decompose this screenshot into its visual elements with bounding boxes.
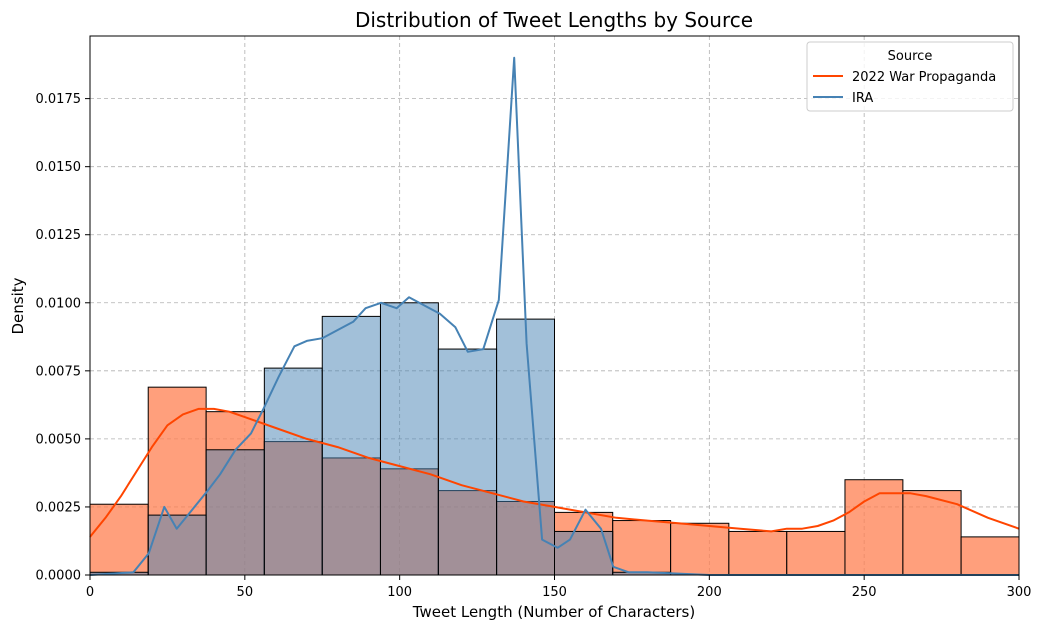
x-tick-label-4: 200 [697, 585, 722, 600]
legend-title: Source [888, 49, 933, 64]
y-tick-label-2: 0.0050 [36, 432, 82, 447]
y-tick-label-6: 0.0150 [36, 160, 82, 175]
bar-war-propaganda-11 [728, 530, 788, 576]
bars-series-1 [89, 302, 672, 576]
kde-lines [89, 56, 1020, 576]
legend: Source 2022 War Propaganda IRA [806, 41, 1014, 112]
y-tick-label-7: 0.0175 [36, 92, 82, 107]
legend-box [806, 41, 1014, 112]
y-axis-ticks: 0.0000 0.0025 0.0050 0.0075 0.0100 0.0125 0.01… [36, 92, 90, 584]
bar-ira-6 [437, 348, 498, 576]
x-axis-label: Tweet Length (Number of Characters) [412, 603, 695, 621]
bar-war-propaganda-12 [786, 530, 846, 576]
x-tick-label-0: 0 [86, 585, 94, 600]
bar-ira-2 [205, 449, 265, 576]
bar-war-propaganda-9 [612, 520, 672, 576]
x-tick-label-1: 50 [237, 585, 254, 600]
x-tick-label-3: 150 [542, 585, 567, 600]
legend-label-war-propaganda: 2022 War Propaganda [852, 70, 996, 85]
y-tick-label-4: 0.0100 [36, 296, 82, 311]
bar-war-propaganda-15 [960, 536, 1020, 576]
bar-ira-5 [379, 302, 439, 576]
kde-line-war-propaganda [89, 407, 1020, 538]
x-tick-label-5: 250 [852, 585, 877, 600]
bar-war-propaganda-13 [844, 479, 904, 576]
x-axis-ticks: 0 50 100 150 200 250 300 [86, 575, 1032, 600]
histogram-bars [89, 302, 1020, 576]
bar-war-propaganda-10 [670, 522, 730, 576]
bar-ira-3 [263, 367, 323, 576]
chart-title: Distribution of Tweet Lengths by Source [355, 8, 753, 32]
y-tick-label-0: 0.0000 [36, 569, 82, 584]
y-tick-label-5: 0.0125 [36, 228, 82, 243]
bar-ira-1 [147, 514, 207, 576]
y-tick-label-1: 0.0025 [36, 500, 82, 515]
x-tick-label-2: 100 [387, 585, 412, 600]
x-tick-label-6: 300 [1007, 585, 1032, 600]
bar-ira-8 [554, 530, 614, 576]
bar-war-propaganda-14 [902, 490, 962, 576]
bar-ira-7 [496, 318, 556, 576]
legend-label-ira: IRA [852, 91, 873, 106]
y-axis-label: Density [9, 277, 27, 334]
y-tick-label-3: 0.0075 [36, 364, 82, 379]
kde-line-ira [89, 56, 1019, 576]
